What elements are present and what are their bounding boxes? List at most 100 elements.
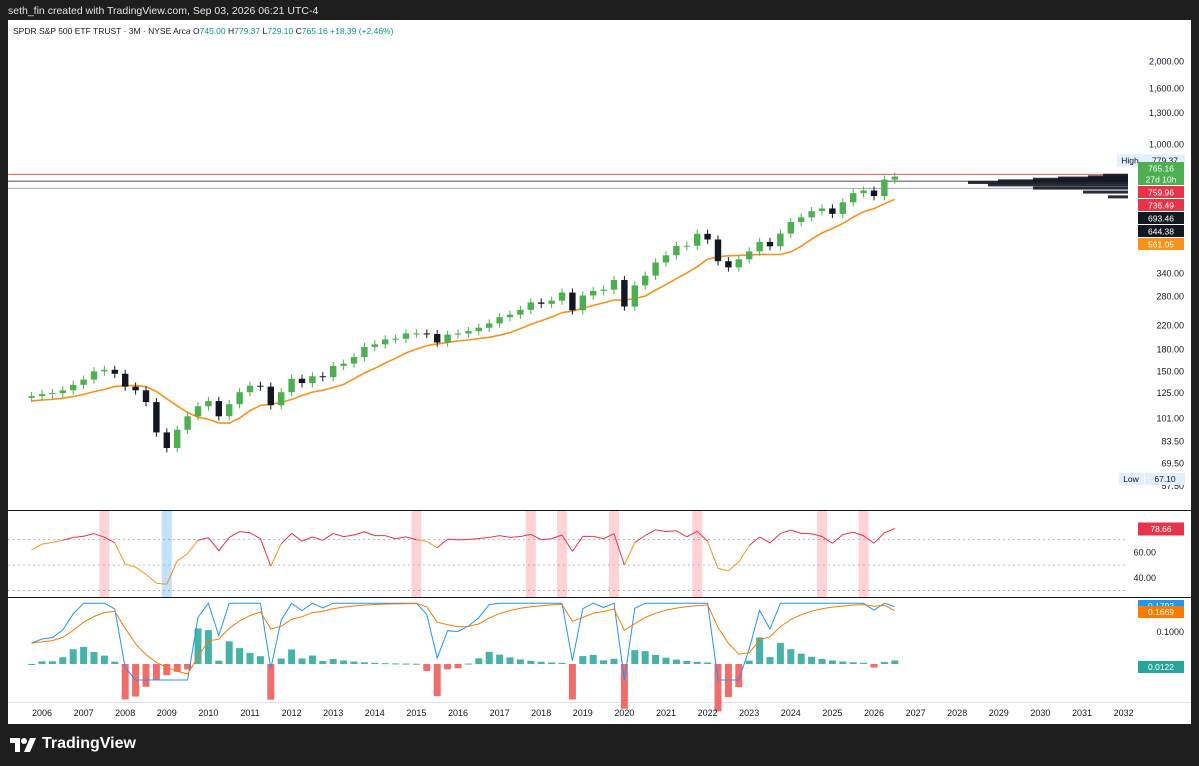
rsi-highlight-band xyxy=(609,511,619,597)
candle-body xyxy=(309,376,316,384)
macd-histogram-bar xyxy=(444,664,452,670)
legend-close-label: C xyxy=(295,26,302,36)
footer-bar xyxy=(0,724,1199,766)
rsi-line-segment xyxy=(259,538,272,567)
time-axis-label: 2007 xyxy=(74,708,94,718)
candle-body xyxy=(527,302,534,310)
rsi-line-segment xyxy=(114,542,126,565)
candle-body xyxy=(28,396,35,398)
rsi-line-segment xyxy=(468,538,479,540)
candle-body xyxy=(236,392,243,405)
macd-histogram-bar xyxy=(236,648,244,664)
rsi-line-segment xyxy=(644,529,656,536)
macd-histogram-bar xyxy=(496,654,504,664)
macd-histogram-bar xyxy=(724,664,732,698)
price-axis-label: 280.00 xyxy=(1156,292,1184,302)
legend-low-label: L xyxy=(262,26,268,36)
macd-histogram-bar xyxy=(464,663,472,665)
time-axis-label: 2012 xyxy=(282,708,302,718)
rsi-line-segment xyxy=(478,536,490,540)
candle-body xyxy=(101,369,108,372)
rsi-line-segment xyxy=(676,530,688,538)
macd-line xyxy=(31,602,895,681)
macd-histogram-bar xyxy=(267,664,275,700)
rsi-line-segment xyxy=(83,533,95,537)
candle-body xyxy=(122,373,129,387)
low-label-box xyxy=(1119,473,1144,485)
candle-body xyxy=(746,251,753,260)
volume-profile-bar xyxy=(1108,195,1128,199)
time-axis-label: 2029 xyxy=(989,708,1009,718)
rsi-line-segment xyxy=(842,531,854,535)
legend-symbol: SPDR S&P 500 ETF TRUST · 3M · NYSE Arca xyxy=(13,26,191,36)
price-tag xyxy=(1138,225,1184,237)
rsi-line-segment xyxy=(62,536,74,541)
volume-profile-bar xyxy=(998,179,1128,183)
price-tag-countdown: 27d 10h xyxy=(1146,175,1177,185)
rsi-line-segment xyxy=(499,535,511,538)
rsi-line-segment xyxy=(634,535,646,543)
candle-body xyxy=(465,331,472,334)
rsi-line-segment xyxy=(853,531,864,537)
rsi-line-segment xyxy=(780,529,791,534)
price-axis-label: 125.00 xyxy=(1156,388,1184,398)
candle-body xyxy=(694,233,701,246)
price-chart[interactable]: 2,000.00 1,600.00 1,300.00 1,000.00 340.00 28… xyxy=(8,20,1191,724)
macd-histogram-bar xyxy=(298,658,306,664)
tradingview-logo-text: TradingView xyxy=(42,735,136,752)
rsi-line-segment xyxy=(270,543,282,567)
price-axis-label: 180.00 xyxy=(1156,345,1184,355)
macd-histogram-bar xyxy=(69,649,77,664)
macd-histogram-bar xyxy=(194,628,202,664)
rsi-line-segment xyxy=(145,573,157,584)
macd-histogram-bar xyxy=(350,661,358,664)
price-axis-label: 150.00 xyxy=(1156,366,1184,376)
rsi-line-segment xyxy=(541,538,552,541)
macd-histogram-bar xyxy=(839,661,847,664)
candle-body xyxy=(850,193,857,203)
rsi-line-segment xyxy=(176,553,188,562)
tradingview-logo-icon xyxy=(10,738,36,752)
macd-histogram-bar xyxy=(558,662,566,664)
candle-body xyxy=(111,369,118,374)
time-axis-label: 2011 xyxy=(240,708,259,718)
rsi-line-segment xyxy=(322,533,334,541)
rsi-highlight-band xyxy=(692,511,703,597)
rsi-line-segment xyxy=(364,531,375,537)
macd-histogram-bar xyxy=(412,663,420,665)
rsi-line-segment xyxy=(769,533,781,544)
macd-value-tag xyxy=(1138,606,1184,618)
price-tag xyxy=(1138,162,1184,185)
macd-histogram-bar xyxy=(849,662,857,664)
rsi-line-segment xyxy=(343,534,355,538)
candle-body xyxy=(808,211,815,218)
volume-profile-bar xyxy=(1088,175,1128,179)
price-axis-label: 1,600.00 xyxy=(1149,83,1184,93)
candle-body xyxy=(891,176,898,180)
macd-value: 0.1669 xyxy=(1148,607,1174,617)
macd-histogram-bar xyxy=(516,659,524,664)
rsi-line-segment xyxy=(863,535,875,544)
high-label: High xyxy=(1121,155,1139,165)
candle-body xyxy=(49,393,56,395)
candle-body xyxy=(517,309,524,315)
macd-histogram-bar xyxy=(787,649,795,664)
rsi-line-segment xyxy=(426,541,438,549)
chart-frame[interactable]: 2,000.00 1,600.00 1,300.00 1,000.00 340.00 28… xyxy=(8,20,1191,724)
macd-histogram-bar xyxy=(38,661,46,664)
candle-body xyxy=(818,208,826,212)
price-axis-label: 2,000.00 xyxy=(1149,57,1184,67)
time-axis-label: 2026 xyxy=(864,708,884,718)
candle-body xyxy=(652,262,659,276)
rsi-line-segment xyxy=(291,532,303,542)
legend-open-value: 745.00 xyxy=(199,26,226,36)
price-tag-value: 561.05 xyxy=(1148,240,1174,250)
rsi-highlight-band xyxy=(858,511,869,597)
price-axis-label: 340.00 xyxy=(1156,269,1184,279)
tradingview-logo[interactable]: TradingView xyxy=(10,735,136,753)
macd-histogram-bar xyxy=(818,658,826,664)
candle-body xyxy=(278,392,285,406)
macd-histogram-bar xyxy=(600,660,608,664)
candle-body xyxy=(382,339,389,345)
candle-body xyxy=(205,401,212,407)
